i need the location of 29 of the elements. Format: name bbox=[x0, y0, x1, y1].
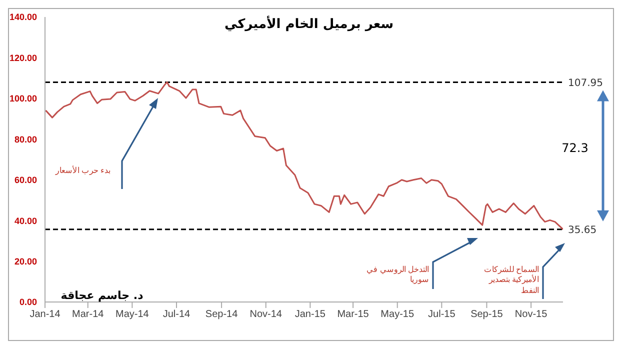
x-tick-label: Mar-14 bbox=[72, 309, 104, 320]
x-tick-label: Mar-15 bbox=[337, 309, 370, 320]
line-series bbox=[45, 81, 563, 230]
x-tick-label: Nov-15 bbox=[514, 309, 548, 320]
ref-line-label: 35.65 bbox=[568, 224, 597, 236]
x-tick-label: Jan-15 bbox=[294, 309, 326, 320]
x-tick-label: May-15 bbox=[380, 309, 414, 320]
x-tick-label: Jul-15 bbox=[428, 309, 456, 320]
ref-line-label: 107.95 bbox=[568, 78, 603, 89]
annotation: 72.3 bbox=[560, 141, 590, 157]
y-tick-label: 100.00 bbox=[9, 94, 37, 104]
chart-title: سعر برميل الخام الأميركي bbox=[223, 17, 395, 32]
annotation: التدخل الروسي في سوريا bbox=[366, 265, 429, 286]
x-tick-label: Sep-14 bbox=[205, 309, 238, 320]
y-tick-label: 80.00 bbox=[14, 134, 37, 144]
y-tick-label: 0.00 bbox=[19, 297, 37, 308]
y-tick-label: 140.00 bbox=[9, 12, 37, 22]
x-tick-label: Nov-14 bbox=[250, 309, 282, 320]
y-tick-label: 40.00 bbox=[14, 216, 37, 226]
y-tick-label: 60.00 bbox=[14, 175, 37, 186]
x-tick-label: Sep-15 bbox=[470, 309, 504, 320]
y-tick-label: 120.00 bbox=[9, 52, 37, 63]
annotation: بدء حرب الأسعار bbox=[54, 166, 112, 176]
annotation: السماح للشركات الأميركية بتصدير النفط bbox=[482, 265, 539, 296]
x-tick-label: Jul-14 bbox=[162, 309, 191, 320]
annotation: د. جاسم عجاقة bbox=[60, 289, 144, 304]
y-tick-label: 20.00 bbox=[14, 256, 37, 266]
x-tick-label: Jan-14 bbox=[30, 309, 61, 320]
x-tick-label: May-14 bbox=[116, 309, 150, 320]
